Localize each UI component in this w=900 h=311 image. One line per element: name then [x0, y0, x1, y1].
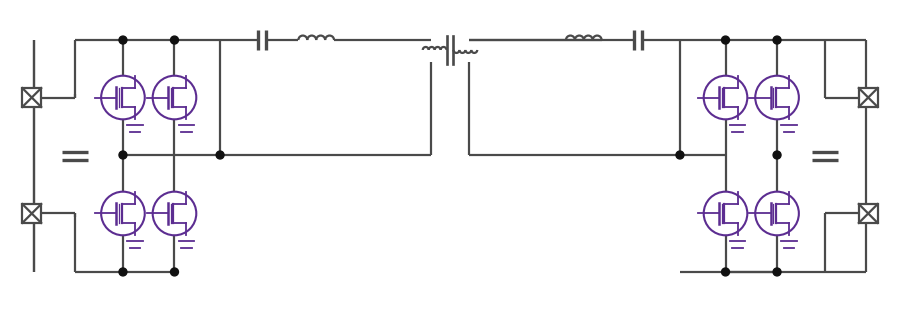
Circle shape	[216, 151, 224, 159]
Circle shape	[676, 151, 684, 159]
Circle shape	[722, 36, 730, 44]
Bar	[22, 204, 41, 223]
Circle shape	[722, 268, 730, 276]
Circle shape	[101, 76, 145, 119]
Circle shape	[755, 192, 799, 235]
Circle shape	[773, 268, 781, 276]
Bar	[22, 88, 41, 107]
Circle shape	[170, 268, 178, 276]
Circle shape	[119, 151, 127, 159]
Circle shape	[101, 192, 145, 235]
Circle shape	[153, 76, 196, 119]
Circle shape	[773, 36, 781, 44]
Circle shape	[755, 76, 799, 119]
Circle shape	[153, 192, 196, 235]
Bar	[859, 204, 877, 223]
Circle shape	[704, 76, 747, 119]
Circle shape	[170, 36, 178, 44]
Bar	[859, 88, 877, 107]
Circle shape	[773, 151, 781, 159]
Circle shape	[119, 36, 127, 44]
Circle shape	[119, 268, 127, 276]
Circle shape	[704, 192, 747, 235]
